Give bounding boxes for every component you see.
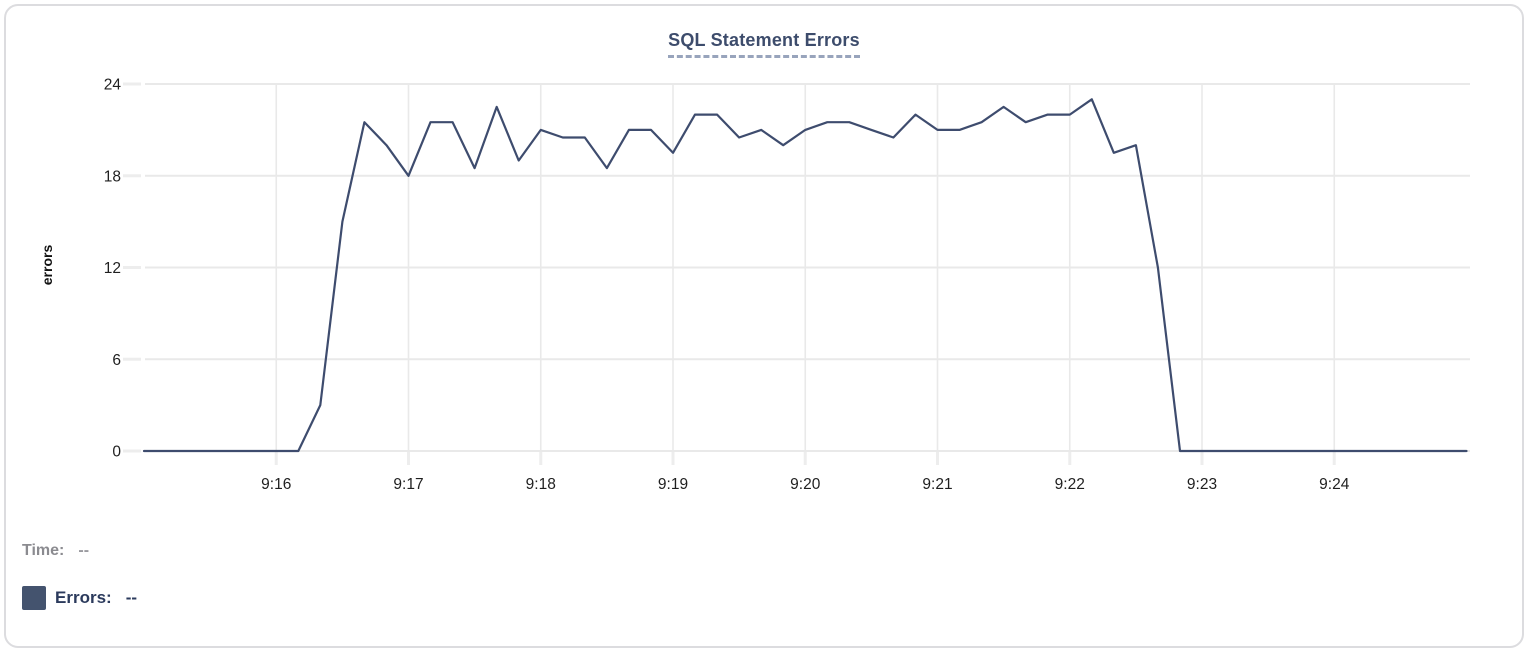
errors-series-line xyxy=(142,98,1468,453)
y-gridlines xyxy=(145,83,1470,452)
x-gridlines xyxy=(275,84,1336,451)
tooltip-errors-label: Errors: xyxy=(55,588,112,607)
svg-text:9:18: 9:18 xyxy=(526,476,556,493)
tooltip-errors-value: -- xyxy=(125,588,138,607)
x-tick-labels: 9:16 9:17 9:18 9:19 9:20 9:21 9:22 9:23 9:24 xyxy=(261,476,1350,493)
svg-text:9:21: 9:21 xyxy=(922,476,952,493)
svg-text:24: 24 xyxy=(104,77,122,94)
y-axis-title: errors xyxy=(39,244,55,286)
svg-text:9:22: 9:22 xyxy=(1055,476,1085,493)
chart-card xyxy=(4,4,1524,648)
axis-tick-marks xyxy=(123,82,1336,465)
svg-text:0: 0 xyxy=(112,444,121,461)
svg-text:18: 18 xyxy=(104,168,121,185)
svg-text:9:17: 9:17 xyxy=(393,476,423,493)
errors-line-chart[interactable]: 0 6 12 18 24 9:16 9:17 9:18 9:19 9:20 9:21 9:22 9:2… xyxy=(0,0,1528,512)
svg-text:12: 12 xyxy=(104,260,121,277)
y-tick-labels: 0 6 12 18 24 xyxy=(104,77,122,461)
svg-text:6: 6 xyxy=(112,352,121,369)
tooltip-time-value: -- xyxy=(78,542,90,559)
tooltip-time-row: Time: -- xyxy=(22,542,89,560)
svg-text:9:20: 9:20 xyxy=(790,476,821,493)
chart-title-wrap: SQL Statement Errors xyxy=(0,30,1528,58)
tooltip-time-label: Time: xyxy=(22,542,65,559)
tooltip-errors-row: Errors: -- xyxy=(22,586,137,610)
chart-title-link[interactable]: SQL Statement Errors xyxy=(668,30,860,58)
errors-series-swatch xyxy=(22,586,46,610)
svg-text:9:23: 9:23 xyxy=(1187,476,1217,493)
svg-text:9:24: 9:24 xyxy=(1319,476,1350,493)
svg-text:9:19: 9:19 xyxy=(658,476,688,493)
svg-text:9:16: 9:16 xyxy=(261,476,291,493)
